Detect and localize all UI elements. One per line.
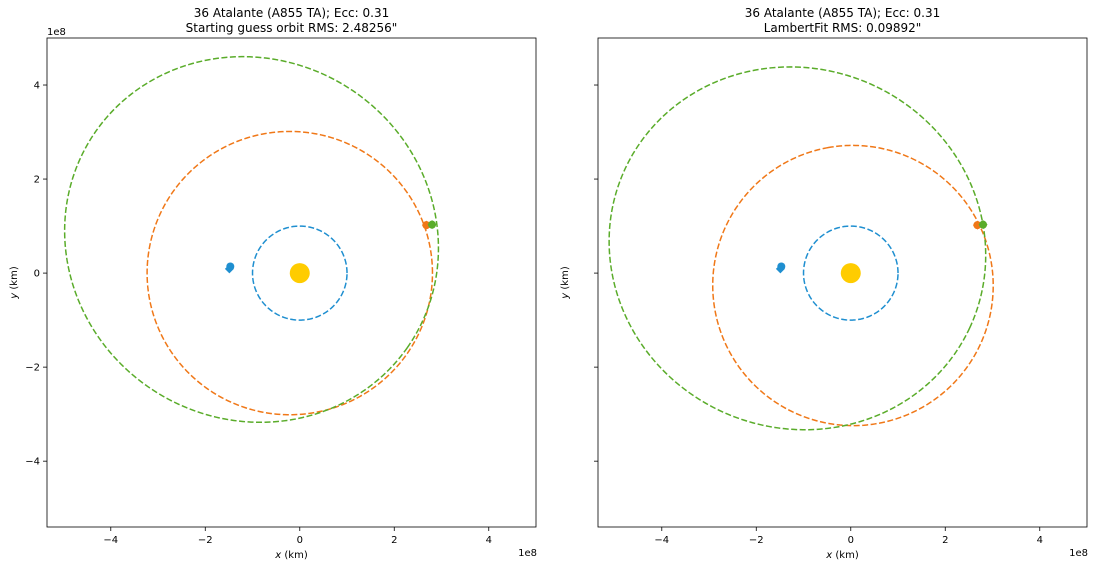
x-tick-label: −4 (103, 535, 118, 546)
orbit-line-starting_orbit (146, 130, 434, 416)
orbit-end-marker-earth (224, 264, 234, 274)
y-tick-label: 2 (34, 175, 40, 186)
x-axis-label: x (km) (274, 550, 308, 561)
x-tick-label: −2 (749, 535, 764, 546)
orbit-line-starting_orbit (711, 144, 994, 427)
chart-title-line: Starting guess orbit RMS: 2.48256" (186, 21, 398, 35)
x-tick-label: −4 (654, 535, 669, 546)
x-tick-label: 4 (486, 535, 492, 546)
x-tick-label: 2 (942, 535, 948, 546)
orbit-line-object_orbit (63, 55, 440, 424)
y-offset-text: 1e8 (47, 27, 66, 38)
x-tick-label: 0 (297, 535, 303, 546)
y-axis-label: y (km) (560, 266, 571, 300)
y-tick-label: 4 (34, 81, 40, 92)
sun-marker (840, 263, 861, 284)
x-axis-label: x (km) (825, 550, 859, 561)
chart-panel-1: 36 Atalante (A855 TA); Ecc: 0.31Starting… (9, 6, 537, 561)
x-tick-label: −2 (198, 535, 213, 546)
orbit-end-marker-object_orbit (427, 220, 437, 230)
axes-frame (597, 37, 1088, 528)
chart-title-line: 36 Atalante (A855 TA); Ecc: 0.31 (745, 6, 940, 20)
y-axis-label: y (km) (9, 266, 20, 300)
orbit-line-earth (802, 225, 899, 321)
y-tick-label: −4 (25, 457, 40, 468)
chart-title-line: LambertFit RMS: 0.09892" (764, 21, 922, 35)
orbit-end-marker-object_orbit (978, 220, 988, 230)
y-tick-label: 0 (34, 269, 40, 280)
x-tick-label: 0 (848, 535, 854, 546)
chart-panel-2: 36 Atalante (A855 TA); Ecc: 0.31LambertF… (560, 6, 1088, 561)
orbit-end-marker-earth (775, 264, 785, 274)
axes-frame (46, 37, 537, 528)
x-offset-text: 1e8 (518, 548, 537, 559)
x-offset-text: 1e8 (1069, 548, 1088, 559)
x-tick-label: 4 (1037, 535, 1043, 546)
orbit-line-earth (251, 225, 348, 321)
sun-marker (289, 263, 310, 284)
x-tick-label: 2 (391, 535, 397, 546)
y-tick-label: −2 (25, 363, 40, 374)
orbit-line-object_orbit (608, 66, 987, 431)
chart-title-line: 36 Atalante (A855 TA); Ecc: 0.31 (194, 6, 389, 20)
